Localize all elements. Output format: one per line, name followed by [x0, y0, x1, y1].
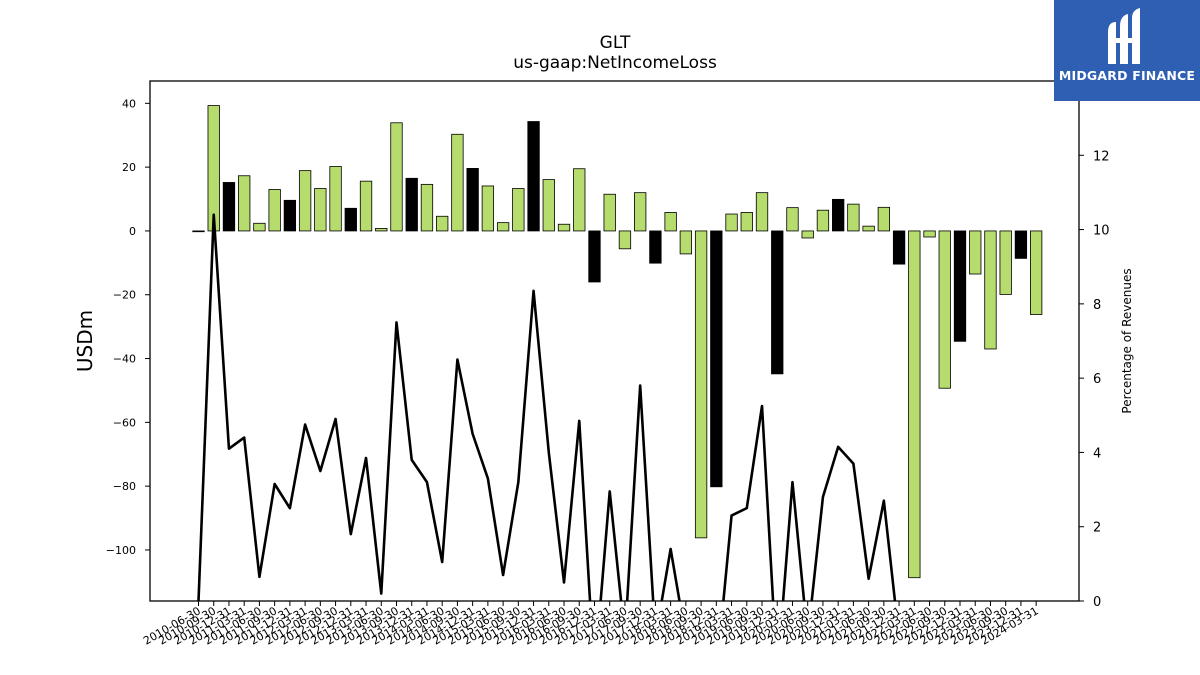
- y-tick-label: 20: [122, 161, 136, 174]
- y-tick-label: −20: [113, 289, 136, 302]
- bar-2021-12-31: [892, 230, 906, 265]
- bar-2019-09-30: [755, 192, 769, 232]
- bar-2014-06-30: [436, 215, 449, 232]
- y-tick-label: 40: [122, 97, 136, 110]
- bar-2014-09-30: [451, 133, 464, 232]
- bar-2017-06-30: [618, 230, 632, 250]
- bar-2021-03-31: [847, 203, 860, 232]
- bar-2015-09-30: [512, 188, 525, 232]
- bar-2015-12-31: [527, 121, 540, 232]
- percentage-line-group: [197, 213, 897, 601]
- y2-tick-label: 6: [1093, 372, 1101, 387]
- bar-2020-09-30: [816, 209, 830, 232]
- bar-group: [192, 105, 1043, 579]
- y2-tick-label: 10: [1093, 224, 1110, 239]
- bar-2024-03-31: [1030, 230, 1043, 315]
- y2-tick-label: 4: [1093, 446, 1101, 461]
- bar-2013-03-31: [359, 180, 373, 232]
- logo-text: MIDGARD FINANCE: [1058, 68, 1196, 83]
- y2-tick-label: 0: [1093, 595, 1101, 610]
- bar-2013-06-30: [375, 227, 388, 232]
- y-tick-label: −40: [113, 353, 136, 366]
- bar-2011-09-30: [268, 189, 281, 232]
- chart-subtitle: us-gaap:NetIncomeLoss: [513, 53, 717, 73]
- right-axis: 0 2 4 6 8 10 12: [1079, 149, 1110, 610]
- midgard-logo-icon: [1108, 8, 1140, 64]
- y-tick-label: −60: [113, 416, 136, 429]
- bar-2017-12-31: [649, 230, 662, 264]
- chart-title: GLT: [600, 33, 631, 53]
- y2-tick-label: 8: [1093, 298, 1101, 313]
- bar-2021-09-30: [877, 206, 890, 232]
- y-tick-label: −80: [113, 480, 136, 493]
- x-axis: 2010-06-302010-09-302010-12-312011-03-31…: [141, 601, 1041, 648]
- bar-2015-06-30: [496, 222, 510, 232]
- bar-2018-06-30: [679, 230, 693, 255]
- bar-2011-12-31: [283, 199, 297, 232]
- bar-2021-06-30: [862, 225, 875, 232]
- bar-2013-12-31: [405, 177, 418, 232]
- bar-2022-09-30: [938, 230, 951, 389]
- bar-2018-09-30: [694, 230, 708, 539]
- bar-2010-06-30: [192, 230, 205, 233]
- bar-2017-09-30: [634, 192, 647, 232]
- bar-2022-12-31: [953, 230, 967, 342]
- plot-frame: [149, 80, 1080, 602]
- bar-2019-06-30: [740, 212, 753, 232]
- bar-2014-12-31: [466, 168, 479, 232]
- bar-2016-12-31: [588, 230, 601, 283]
- bar-2014-03-31: [420, 183, 434, 232]
- bar-2023-03-31: [969, 230, 982, 275]
- bar-2017-03-31: [603, 193, 616, 232]
- bar-2012-12-31: [344, 207, 357, 232]
- bar-2023-06-30: [984, 230, 997, 350]
- bar-2023-12-31: [1014, 230, 1028, 259]
- bar-2011-06-30: [253, 222, 266, 232]
- bar-2011-03-31: [238, 175, 251, 232]
- bar-2023-09-30: [999, 230, 1012, 295]
- bar-2012-09-30: [329, 166, 342, 232]
- bar-2013-09-30: [390, 122, 403, 232]
- bar-2019-12-31: [771, 230, 784, 375]
- bar-2018-03-31: [664, 212, 677, 232]
- y-tick-label: −100: [106, 544, 136, 557]
- left-axis: 40 20 0 −20 −40 −60 −80 −100: [106, 97, 150, 557]
- bar-2022-03-31: [908, 230, 921, 579]
- bar-2012-06-30: [314, 188, 327, 232]
- bar-2019-03-31: [725, 213, 738, 232]
- bar-2010-12-31: [222, 182, 236, 232]
- bar-2020-12-31: [832, 198, 845, 232]
- bar-2016-09-30: [573, 168, 586, 232]
- bar-2022-06-30: [923, 230, 936, 238]
- percentage-line: [197, 213, 897, 601]
- y2-axis-label: Percentage of Revenues: [1120, 268, 1134, 413]
- bar-2016-06-30: [557, 223, 571, 232]
- y2-tick-label: 2: [1093, 521, 1101, 536]
- bar-2010-09-30: [207, 105, 220, 232]
- bar-2020-06-30: [801, 230, 814, 239]
- y2-tick-label: 12: [1093, 149, 1110, 164]
- bar-2012-03-31: [298, 170, 312, 232]
- y-tick-label: 0: [129, 225, 136, 238]
- bar-2016-03-31: [542, 179, 555, 232]
- bar-2020-03-31: [786, 207, 799, 232]
- bar-2018-12-31: [710, 230, 723, 488]
- midgard-finance-logo: MIDGARD FINANCE: [1054, 0, 1200, 101]
- y-axis-label: USDm: [73, 310, 97, 372]
- bar-2015-03-31: [481, 185, 495, 232]
